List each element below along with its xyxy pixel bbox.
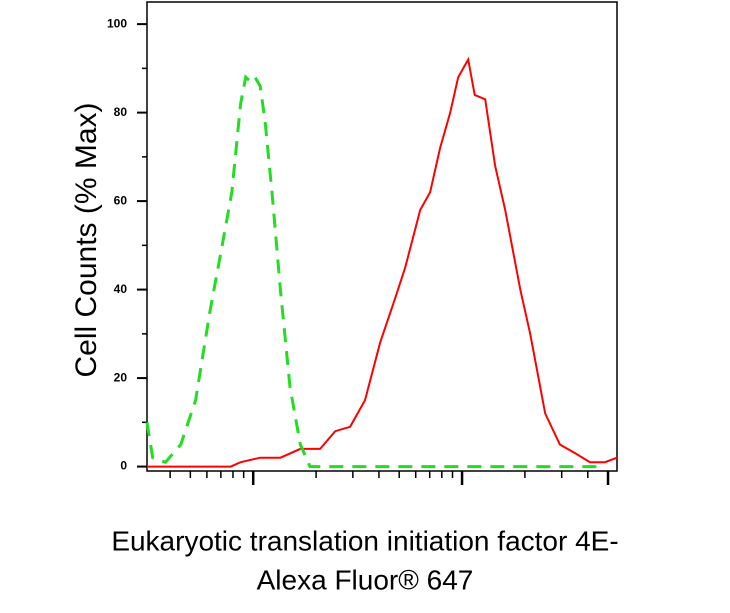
y-tick-label: 20 (114, 370, 128, 384)
y-tick-label: 60 (114, 193, 128, 207)
y-axis-label: Cell Counts (% Max) (70, 102, 103, 377)
plot-frame (146, 1, 618, 472)
x-axis-label: Eukaryotic translation initiation factor… (111, 525, 618, 556)
y-tick-label: 0 (120, 459, 127, 473)
y-tick-label: 40 (114, 282, 128, 296)
y-tick-label: 80 (114, 105, 128, 119)
y-tick-label: 100 (107, 16, 127, 30)
histogram-line (145, 74, 600, 469)
x-axis-label: Alexa Fluor® 647 (257, 564, 474, 595)
histogram-line (147, 56, 618, 468)
